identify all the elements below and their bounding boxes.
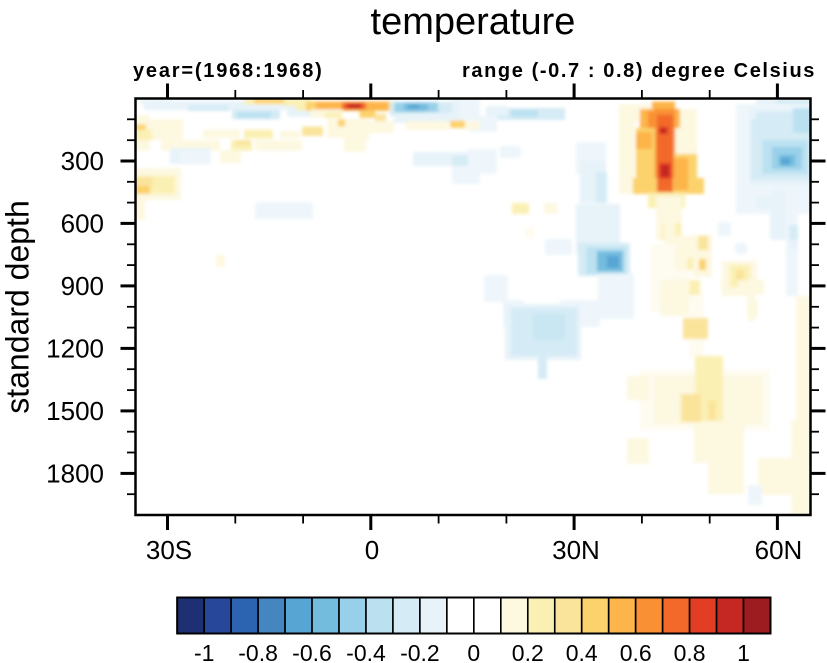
svg-text:0.6: 0.6 (620, 640, 652, 663)
svg-text:range (-0.7 : 0.8) degree Cels: range (-0.7 : 0.8) degree Celsius (462, 60, 816, 82)
svg-text:0.4: 0.4 (566, 640, 598, 663)
svg-text:0: 0 (467, 640, 480, 663)
svg-text:-0.6: -0.6 (292, 640, 332, 663)
svg-text:0: 0 (365, 535, 379, 565)
svg-text:0.8: 0.8 (674, 640, 706, 663)
svg-text:standard depth: standard depth (0, 200, 36, 414)
svg-text:1800: 1800 (46, 458, 104, 488)
svg-text:-1: -1 (194, 640, 214, 663)
svg-text:30N: 30N (552, 535, 600, 565)
svg-text:-0.2: -0.2 (400, 640, 440, 663)
svg-text:0.2: 0.2 (512, 640, 544, 663)
svg-text:1500: 1500 (46, 396, 104, 426)
svg-text:1200: 1200 (46, 333, 104, 363)
svg-text:600: 600 (61, 208, 104, 238)
svg-text:300: 300 (61, 146, 104, 176)
svg-text:30S: 30S (146, 535, 192, 565)
svg-text:-0.4: -0.4 (346, 640, 386, 663)
svg-text:year=(1968:1968): year=(1968:1968) (133, 60, 324, 82)
svg-text:900: 900 (61, 271, 104, 301)
svg-text:-0.8: -0.8 (238, 640, 278, 663)
svg-text:temperature: temperature (371, 1, 576, 43)
svg-text:1: 1 (737, 640, 750, 663)
svg-text:60N: 60N (755, 535, 803, 565)
